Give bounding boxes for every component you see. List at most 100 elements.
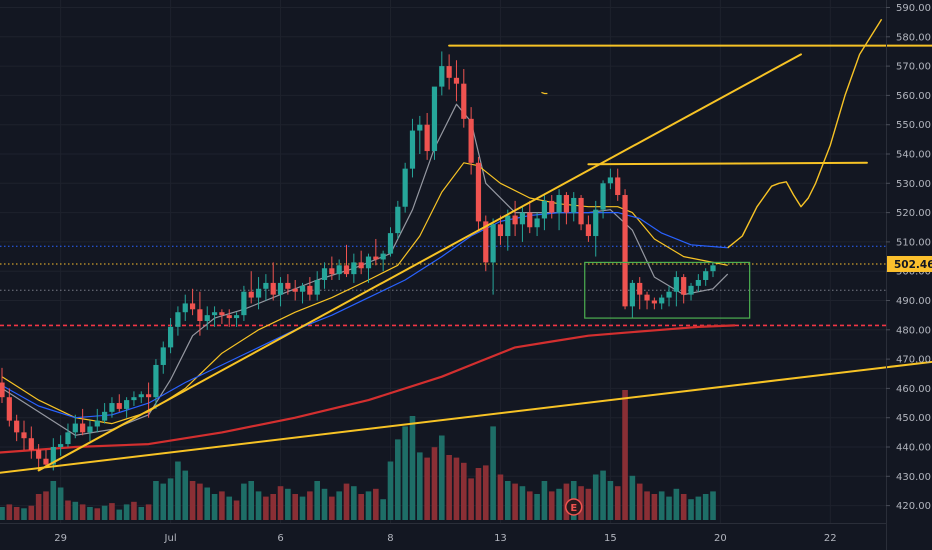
candle	[50, 438, 56, 471]
volume-bar	[548, 491, 555, 520]
candle	[673, 271, 679, 307]
candle-body	[14, 420, 20, 433]
volume-bar	[72, 501, 79, 520]
volume-bar	[351, 486, 357, 520]
candle-body	[116, 403, 122, 409]
candle-body	[402, 168, 408, 207]
volume-bar	[666, 496, 672, 520]
trendline-lower	[0, 360, 932, 474]
volume-bar	[263, 496, 269, 520]
candle	[167, 318, 174, 354]
candle	[644, 291, 650, 310]
volume-bar	[680, 494, 687, 520]
candle-body	[43, 458, 49, 465]
candle	[387, 227, 394, 257]
last-price-label-bg	[887, 255, 932, 272]
volume-bar	[402, 426, 408, 520]
volume-bar	[65, 500, 71, 520]
candle	[65, 423, 71, 447]
candle-body	[629, 282, 635, 307]
volume-bar	[526, 491, 533, 520]
volume-bar	[446, 455, 452, 520]
candle	[14, 414, 20, 442]
candle-body	[637, 282, 643, 295]
candle	[578, 195, 584, 231]
candle	[329, 256, 335, 280]
candle	[197, 291, 203, 336]
candle	[153, 359, 159, 409]
volume-bar	[409, 416, 416, 520]
volume-bar	[277, 486, 284, 520]
candle-body	[336, 265, 342, 275]
earnings-marker-label: E	[570, 503, 577, 514]
volume-bar	[512, 483, 518, 520]
volume-bar	[651, 494, 658, 520]
candle	[549, 195, 555, 219]
candle	[380, 250, 386, 272]
candle	[607, 168, 613, 190]
volume-bar	[87, 507, 93, 520]
candle-body	[527, 212, 533, 228]
candle	[424, 112, 430, 160]
candle	[351, 253, 357, 283]
volume-bar	[607, 481, 614, 520]
candle-body	[695, 279, 701, 286]
candle	[292, 279, 298, 301]
volume-bar	[358, 494, 364, 520]
candle-body	[329, 268, 335, 275]
volume-bar	[417, 452, 423, 520]
candle	[600, 180, 606, 219]
last-price-label-text: 502.46	[894, 259, 932, 271]
candle	[270, 262, 276, 301]
candle-body	[710, 265, 716, 272]
candle	[102, 403, 108, 424]
price-tick-label: 430.00	[896, 472, 931, 483]
candle-body	[299, 285, 306, 292]
candle	[666, 285, 672, 307]
candle-body	[519, 212, 526, 225]
candle	[58, 435, 64, 456]
volume-bar	[482, 465, 489, 520]
volume-bar	[563, 483, 570, 520]
volume-bar	[504, 481, 511, 520]
volume-bar	[395, 439, 401, 520]
price-tick-label: 590.00	[896, 3, 931, 14]
candle	[336, 259, 342, 280]
earnings-marker-circle	[564, 498, 583, 516]
volume-bar	[79, 504, 86, 520]
candle	[651, 297, 657, 310]
grid-lines	[0, 0, 886, 523]
price-tick-label: 440.00	[896, 443, 931, 454]
time-tick-label: 13	[494, 533, 507, 544]
candle	[453, 60, 460, 102]
candle-body	[615, 177, 621, 196]
price-tick-label: 550.00	[896, 120, 931, 131]
volume-bar	[644, 491, 650, 520]
volume-bar	[167, 478, 174, 520]
candle-body	[600, 183, 606, 210]
candle-body	[189, 303, 196, 310]
candle	[483, 215, 489, 272]
candle-body	[109, 403, 115, 412]
volume-bar	[614, 486, 621, 520]
candle	[285, 274, 291, 295]
candle-body	[226, 315, 232, 319]
candle	[0, 367, 5, 404]
volume-bar	[592, 474, 599, 520]
volume-bar	[123, 504, 130, 520]
candle	[124, 397, 130, 418]
candle	[21, 420, 27, 450]
time-tick-label: Jul	[164, 533, 177, 544]
pen-mark	[541, 91, 548, 95]
candle-body	[314, 279, 320, 295]
candle	[527, 200, 533, 234]
time-tick-label: 8	[387, 533, 393, 544]
candle-body	[505, 215, 511, 237]
candle-body	[666, 291, 672, 298]
candle-body	[146, 394, 152, 398]
candle-body	[50, 447, 56, 465]
candle-body	[248, 291, 254, 298]
candle	[94, 408, 100, 433]
